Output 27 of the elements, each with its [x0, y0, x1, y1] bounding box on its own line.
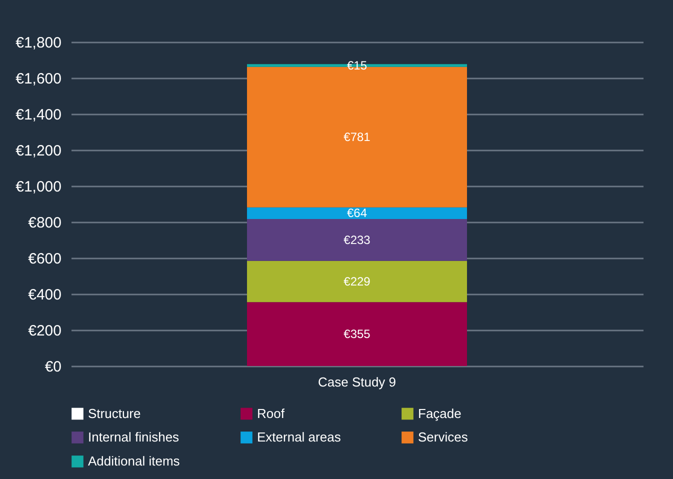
y-tick-label: €600	[28, 250, 62, 268]
legend-label: Additional items	[88, 454, 180, 468]
y-tick-label: €1,000	[16, 178, 62, 196]
legend-label: Roof	[257, 406, 285, 421]
bar	[247, 302, 467, 366]
data-label: €781	[344, 130, 371, 144]
bar	[247, 207, 467, 219]
legend-label: Internal finishes	[88, 430, 180, 444]
x-tick-label: Case Study 9	[318, 374, 396, 390]
data-label: €355	[344, 327, 371, 342]
y-tick-label: €1,600	[16, 70, 62, 88]
y-tick-label: €200	[28, 322, 62, 340]
bar	[247, 260, 467, 302]
y-tick-label: €800	[28, 214, 62, 232]
bar	[247, 218, 467, 261]
legend-label: Services	[418, 430, 468, 444]
y-tick-label: €400	[28, 286, 62, 304]
legend-label: External areas	[257, 430, 342, 444]
legend-label: Façade	[418, 406, 462, 421]
legend-label: Structure	[88, 406, 141, 421]
data-label: €233	[344, 232, 371, 247]
y-tick-label: €1,400	[16, 106, 62, 124]
y-tick-label: €1,800	[16, 34, 62, 52]
y-tick-label: €0	[44, 358, 62, 376]
data-label: €64	[346, 206, 368, 220]
y-tick-label: €1,200	[16, 142, 62, 160]
data-label: €229	[344, 274, 371, 288]
